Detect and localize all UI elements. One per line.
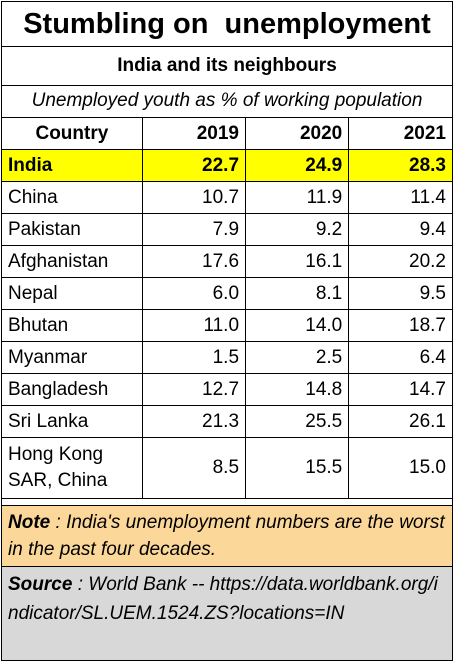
value-cell: 15.0 [348, 437, 452, 499]
source-box: Source : World Bank -- https://data.worl… [2, 567, 452, 660]
value-cell: 15.5 [245, 437, 350, 499]
note-label: Note [8, 512, 51, 533]
table-row: Hong Kong SAR, China 8.5 15.5 15.0 [2, 437, 452, 499]
note-box: Note : India's unemployment numbers are … [2, 505, 452, 567]
value-cell: 24.9 [245, 149, 350, 182]
value-cell: 18.7 [348, 309, 452, 342]
table-row: Afghanistan 17.6 16.1 20.2 [2, 245, 452, 278]
table-row: Myanmar 1.5 2.5 6.4 [2, 341, 452, 374]
value-cell: 14.7 [348, 373, 452, 406]
value-cell: 1.5 [141, 341, 247, 374]
value-cell: 14.0 [245, 309, 350, 342]
value-cell: 11.9 [245, 181, 350, 214]
value-cell: 9.4 [348, 213, 452, 246]
country-cell: Sri Lanka [2, 405, 143, 438]
country-cell: Myanmar [2, 341, 143, 374]
header-row: Country 2019 2020 2021 [2, 117, 452, 150]
value-cell: 7.9 [141, 213, 247, 246]
country-cell: China [2, 181, 143, 214]
subtitle: India and its neighbours [2, 46, 452, 86]
value-cell: 12.7 [141, 373, 247, 406]
table-caption: Unemployed youth as % of working populat… [2, 85, 452, 118]
value-cell: 26.1 [348, 405, 452, 438]
value-cell: 2.5 [245, 341, 350, 374]
value-cell: 10.7 [141, 181, 247, 214]
value-cell: 9.5 [348, 277, 452, 310]
table-body: India 22.7 24.9 28.3 China 10.7 11.9 11.4 Pakist… [2, 149, 452, 499]
value-cell: 22.7 [141, 149, 247, 182]
unemployment-table: Country 2019 2020 2021 India 22.7 24.9 28.3… [2, 117, 452, 499]
source-label: Source [8, 574, 73, 595]
country-cell: Pakistan [2, 213, 143, 246]
value-cell: 8.1 [245, 277, 350, 310]
country-cell: Bhutan [2, 309, 143, 342]
table-row: Sri Lanka 21.3 25.5 26.1 [2, 405, 452, 438]
table-row: India 22.7 24.9 28.3 [2, 149, 452, 182]
source-text: : World Bank -- https://data.worldbank.o… [8, 574, 438, 624]
value-cell: 17.6 [141, 245, 247, 278]
note-text: : India's unemployment numbers are the w… [8, 512, 445, 560]
column-header: 2019 [141, 117, 247, 150]
country-cell: Hong Kong SAR, China [2, 437, 143, 499]
country-cell: Bangladesh [2, 373, 143, 406]
value-cell: 20.2 [348, 245, 452, 278]
table-row: Nepal 6.0 8.1 9.5 [2, 277, 452, 310]
table-row: Pakistan 7.9 9.2 9.4 [2, 213, 452, 246]
table-row: Bangladesh 12.7 14.8 14.7 [2, 373, 452, 406]
country-cell: Nepal [2, 277, 143, 310]
value-cell: 9.2 [245, 213, 350, 246]
value-cell: 21.3 [141, 405, 247, 438]
column-header: Country [2, 117, 143, 150]
value-cell: 6.0 [141, 277, 247, 310]
country-cell: India [2, 149, 143, 182]
page-title: Stumbling on unemployment [2, 2, 452, 47]
value-cell: 8.5 [141, 437, 247, 499]
column-header: 2020 [245, 117, 350, 150]
value-cell: 6.4 [348, 341, 452, 374]
value-cell: 16.1 [245, 245, 350, 278]
value-cell: 11.4 [348, 181, 452, 214]
value-cell: 14.8 [245, 373, 350, 406]
column-header: 2021 [348, 117, 452, 150]
value-cell: 25.5 [245, 405, 350, 438]
country-cell: Afghanistan [2, 245, 143, 278]
value-cell: 28.3 [348, 149, 452, 182]
value-cell: 11.0 [141, 309, 247, 342]
table-row: China 10.7 11.9 11.4 [2, 181, 452, 214]
table-row: Bhutan 11.0 14.0 18.7 [2, 309, 452, 342]
